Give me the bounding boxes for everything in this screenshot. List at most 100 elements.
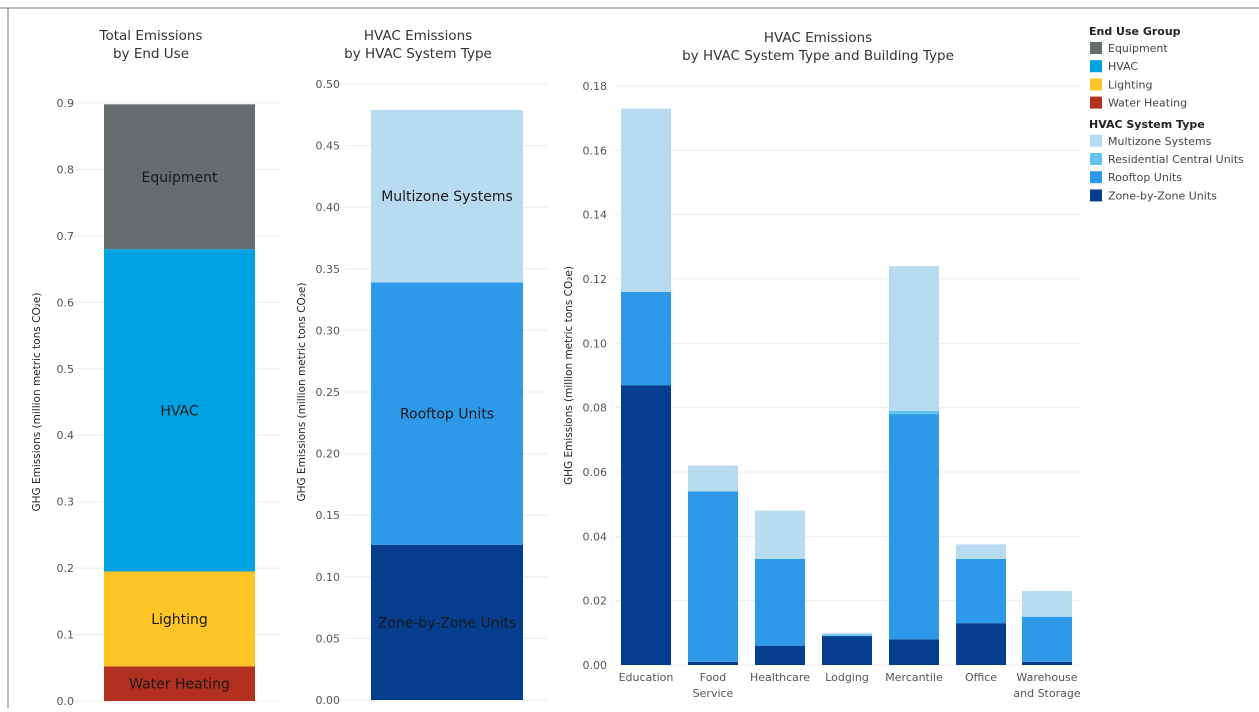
bar-zone-by-zone-units[interactable] bbox=[1022, 661, 1072, 665]
legend-swatch-zone-by-zone-units bbox=[1090, 189, 1102, 202]
legend-title: End Use Group bbox=[1089, 25, 1181, 38]
bar-zone-by-zone-units[interactable] bbox=[621, 385, 671, 665]
y-tick-label: 0.06 bbox=[583, 466, 608, 479]
bar-rooftop-units[interactable] bbox=[755, 558, 805, 646]
bar-zone-by-zone-units[interactable] bbox=[371, 544, 523, 700]
segment-label: HVAC bbox=[160, 403, 199, 419]
y-tick-label: 0.10 bbox=[583, 337, 608, 350]
y-tick-label: 0.25 bbox=[316, 386, 341, 399]
legend-item-label: Water Heating bbox=[1108, 97, 1187, 110]
y-tick-label: 0.8 bbox=[57, 163, 75, 176]
charts-layer: Total Emissions by End Use GHG Emissions (… bbox=[31, 28, 1081, 708]
bar-residential-central-units[interactable] bbox=[889, 410, 939, 415]
y-tick-label: 0.45 bbox=[316, 140, 341, 153]
y-axis-label: GHG Emissions (million metric tons CO₂e) bbox=[563, 266, 575, 485]
x-category-label: Mercantile bbox=[885, 671, 943, 684]
x-category-label: Office bbox=[965, 671, 997, 684]
x-category-label: Healthcare bbox=[750, 671, 810, 684]
y-tick-label: 0.20 bbox=[316, 448, 341, 461]
bar-multizone-systems[interactable] bbox=[755, 510, 805, 559]
legend-swatch-equipment bbox=[1090, 42, 1102, 54]
y-tick-label: 0.2 bbox=[57, 562, 75, 575]
legend-item-label: Rooftop Units bbox=[1108, 171, 1182, 184]
segment-label: Zone-by-Zone Units bbox=[378, 615, 517, 631]
legend-swatch-water-heating bbox=[1090, 96, 1102, 109]
chart-3: HVAC Emissions by HVAC System Type and Bu… bbox=[563, 30, 1081, 700]
segment-label: Equipment bbox=[142, 170, 219, 186]
bar-zone-by-zone-units[interactable] bbox=[822, 636, 872, 665]
x-category-label: Education bbox=[619, 671, 674, 684]
bar-rooftop-units[interactable] bbox=[371, 282, 523, 545]
legend: End Use Group Equipment HVAC Lighting Water … bbox=[1089, 25, 1244, 202]
bar-residential-central-units[interactable] bbox=[822, 634, 872, 637]
y-axis-label: GHG Emissions (million metric tons CO₂e) bbox=[31, 293, 43, 512]
bar-zone-by-zone-units[interactable] bbox=[755, 645, 805, 665]
y-tick-label: 0.30 bbox=[316, 324, 341, 337]
bar-lighting[interactable] bbox=[104, 571, 255, 667]
legend-item-label: Multizone Systems bbox=[1108, 135, 1212, 148]
y-tick-label: 0.4 bbox=[57, 429, 75, 442]
y-tick-label: 0.12 bbox=[583, 273, 608, 286]
y-tick-label: 0.04 bbox=[583, 530, 608, 543]
chart-title: Total Emissions by End Use bbox=[99, 28, 203, 62]
y-tick-label: 0.14 bbox=[583, 209, 608, 222]
bar-zone-by-zone-units[interactable] bbox=[956, 623, 1006, 665]
y-tick-label: 0.7 bbox=[57, 230, 75, 243]
y-tick-label: 0.0 bbox=[57, 695, 75, 708]
chart-2: HVAC Emissions by HVAC System Type GHG Emi… bbox=[296, 28, 548, 707]
legend-swatch-multizone-systems bbox=[1090, 134, 1102, 147]
legend-item-label: Equipment bbox=[1108, 42, 1168, 55]
bar-rooftop-units[interactable] bbox=[889, 414, 939, 640]
segment-label: Rooftop Units bbox=[400, 407, 494, 423]
y-tick-label: 0.1 bbox=[57, 629, 75, 642]
legend-swatch-residential-central-units bbox=[1090, 153, 1102, 165]
legend-swatch-hvac bbox=[1090, 60, 1102, 73]
y-tick-label: 0.18 bbox=[583, 80, 608, 93]
chart-title: HVAC Emissions by HVAC System Type bbox=[344, 28, 492, 62]
bar-multizone-systems[interactable] bbox=[371, 109, 523, 283]
y-tick-label: 0.40 bbox=[316, 201, 341, 214]
y-tick-label: 0.10 bbox=[316, 571, 341, 584]
chart-title: HVAC Emissions by HVAC System Type and Bu… bbox=[682, 30, 954, 64]
bar-rooftop-units[interactable] bbox=[688, 491, 738, 662]
bar-rooftop-units[interactable] bbox=[621, 291, 671, 386]
legend-swatch-lighting bbox=[1090, 78, 1102, 91]
bar-water-heating[interactable] bbox=[104, 666, 255, 701]
legend-item-label: HVAC bbox=[1108, 60, 1138, 73]
bar-multizone-systems[interactable] bbox=[1022, 591, 1072, 617]
y-tick-label: 0.15 bbox=[316, 509, 341, 522]
chart-1: Total Emissions by End Use GHG Emissions (… bbox=[31, 28, 280, 708]
y-tick-label: 0.5 bbox=[57, 363, 75, 376]
legend-title: HVAC System Type bbox=[1089, 118, 1205, 131]
x-category-label: Warehouse and Storage bbox=[1013, 671, 1080, 700]
y-tick-label: 0.9 bbox=[57, 97, 75, 110]
bar-multizone-systems[interactable] bbox=[889, 266, 939, 411]
segment-label: Lighting bbox=[151, 612, 208, 628]
bar-multizone-systems[interactable] bbox=[822, 632, 872, 635]
bar-zone-by-zone-units[interactable] bbox=[889, 639, 939, 665]
y-tick-label: 0.3 bbox=[57, 496, 75, 509]
y-tick-label: 0.6 bbox=[57, 296, 75, 309]
bar-rooftop-units[interactable] bbox=[1022, 616, 1072, 662]
y-tick-label: 0.08 bbox=[583, 402, 608, 415]
legend-swatch-rooftop-units bbox=[1090, 171, 1102, 184]
bar-equipment[interactable] bbox=[104, 104, 255, 250]
bar-multizone-systems[interactable] bbox=[621, 108, 671, 292]
bar-multizone-systems[interactable] bbox=[956, 544, 1006, 559]
bar-hvac[interactable] bbox=[104, 249, 255, 572]
bar-zone-by-zone-units[interactable] bbox=[688, 661, 738, 665]
legend-item-label: Lighting bbox=[1108, 78, 1152, 91]
bar-rooftop-units[interactable] bbox=[956, 558, 1006, 624]
bar-multizone-systems[interactable] bbox=[688, 465, 738, 492]
y-tick-label: 0.50 bbox=[316, 78, 341, 91]
x-category-label: Lodging bbox=[825, 671, 869, 684]
segment-label: Water Heating bbox=[129, 677, 230, 693]
y-tick-label: 0.00 bbox=[316, 694, 341, 707]
y-tick-label: 0.35 bbox=[316, 263, 341, 276]
y-tick-label: 0.00 bbox=[583, 659, 608, 672]
y-tick-label: 0.05 bbox=[316, 632, 341, 645]
x-category-label: Food Service bbox=[693, 671, 734, 700]
y-tick-label: 0.16 bbox=[583, 144, 608, 157]
